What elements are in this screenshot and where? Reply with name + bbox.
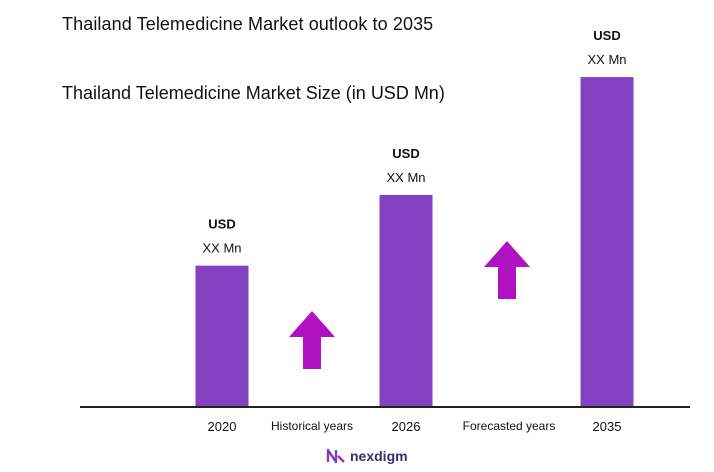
bar-2035 bbox=[580, 77, 634, 407]
x-tick-label: 2026 bbox=[392, 419, 421, 434]
x-tick-label: 2035 bbox=[593, 419, 622, 434]
data-label-value: XX Mn bbox=[587, 52, 626, 67]
nexdigm-logo-icon bbox=[326, 448, 345, 464]
data-label-unit: USD bbox=[208, 217, 235, 232]
brand-logo: nexdigm bbox=[326, 448, 408, 464]
period-label: Historical years bbox=[271, 419, 353, 433]
bar-2020 bbox=[195, 265, 249, 407]
brand-name: nexdigm bbox=[350, 448, 408, 464]
data-label-value: XX Mn bbox=[202, 241, 241, 256]
growth-arrow-icon bbox=[484, 241, 530, 299]
chart-title: Thailand Telemedicine Market outlook to … bbox=[62, 14, 434, 34]
data-label-value: XX Mn bbox=[386, 170, 425, 185]
period-label: Forecasted years bbox=[463, 419, 556, 433]
data-label-unit: USD bbox=[593, 28, 620, 43]
x-tick-label: 2020 bbox=[208, 419, 237, 434]
chart-subtitle: Thailand Telemedicine Market Size (in US… bbox=[62, 83, 445, 103]
bar-2026 bbox=[379, 194, 433, 407]
growth-arrow-icon bbox=[289, 311, 335, 369]
data-label-unit: USD bbox=[392, 146, 419, 161]
